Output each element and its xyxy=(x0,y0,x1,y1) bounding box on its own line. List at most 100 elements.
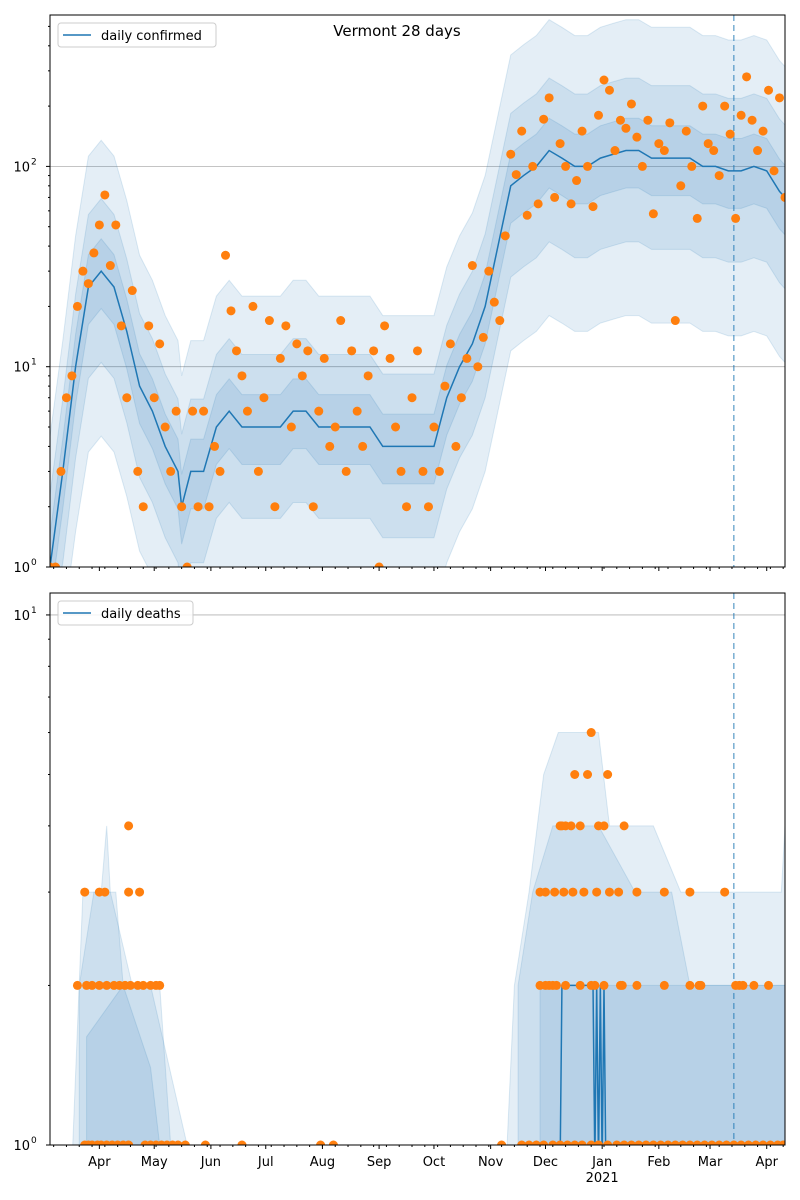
x-tick-label: May xyxy=(141,1155,168,1170)
data-point xyxy=(698,101,708,111)
data-point xyxy=(764,85,774,95)
data-point xyxy=(577,126,587,136)
data-point xyxy=(182,562,192,567)
y-tick-exponent: 1 xyxy=(31,606,37,616)
data-point xyxy=(237,371,247,381)
data-point xyxy=(215,466,225,476)
data-point xyxy=(561,980,571,990)
data-point xyxy=(604,85,614,95)
data-point xyxy=(586,1140,596,1145)
data-point xyxy=(325,441,335,451)
data-point xyxy=(599,821,609,831)
data-point xyxy=(707,1140,717,1145)
data-point xyxy=(177,502,187,512)
data-point xyxy=(396,466,406,476)
data-point xyxy=(478,332,488,342)
data-point xyxy=(643,115,653,125)
legend-box xyxy=(57,600,194,626)
series-line xyxy=(50,149,785,567)
x-tick-sublabel: 2021 xyxy=(586,1171,619,1186)
data-point xyxy=(407,393,417,403)
data-point xyxy=(281,321,291,331)
data-point xyxy=(592,887,602,897)
data-point xyxy=(764,980,774,990)
data-point xyxy=(548,1140,558,1145)
data-point xyxy=(297,371,307,381)
data-point xyxy=(583,770,593,780)
data-point xyxy=(570,1140,580,1145)
data-point xyxy=(687,161,697,171)
y-tick-exponent: 0 xyxy=(31,558,37,568)
data-point xyxy=(402,502,412,512)
legend: daily deaths xyxy=(57,600,194,626)
data-point xyxy=(347,346,357,356)
data-point xyxy=(173,1140,183,1145)
data-point xyxy=(221,250,231,260)
data-point xyxy=(725,129,735,139)
data-point xyxy=(749,980,759,990)
data-point xyxy=(124,821,134,831)
data-point xyxy=(155,339,165,349)
data-point xyxy=(517,126,527,136)
data-point xyxy=(568,887,578,897)
data-point xyxy=(369,346,379,356)
data-point xyxy=(577,1140,587,1145)
data-point xyxy=(617,980,627,990)
data-point xyxy=(188,406,198,416)
data-point xyxy=(703,139,713,149)
data-point xyxy=(484,266,494,276)
x-tick-label: Nov xyxy=(478,1155,504,1170)
data-point xyxy=(654,139,664,149)
data-point xyxy=(72,301,82,311)
data-point xyxy=(765,1140,775,1145)
y-tick-label: 10 xyxy=(13,361,30,376)
data-point xyxy=(462,353,472,363)
data-point xyxy=(614,887,624,897)
data-point xyxy=(467,261,477,271)
data-point xyxy=(619,1140,629,1145)
data-point xyxy=(133,466,143,476)
legend-label: daily confirmed xyxy=(101,29,202,44)
x-tick-label: Apr xyxy=(755,1155,778,1170)
data-point xyxy=(604,887,614,897)
data-point xyxy=(78,266,88,276)
data-point xyxy=(656,1140,666,1145)
data-point xyxy=(50,562,60,567)
data-point xyxy=(731,213,741,223)
data-point xyxy=(237,1140,247,1145)
data-point xyxy=(540,887,550,897)
data-point xyxy=(575,821,585,831)
legend-box xyxy=(57,22,217,48)
data-point xyxy=(550,887,560,897)
data-point xyxy=(171,406,181,416)
data-point xyxy=(720,101,730,111)
plot-area xyxy=(50,15,785,567)
data-point xyxy=(632,980,642,990)
legend-label: daily deaths xyxy=(101,607,181,622)
data-point xyxy=(743,1140,753,1145)
data-point xyxy=(594,1140,604,1145)
data-point xyxy=(612,1140,622,1145)
data-point xyxy=(138,502,148,512)
band-inner xyxy=(50,117,785,567)
data-point xyxy=(742,72,752,82)
data-point xyxy=(100,887,110,897)
data-point xyxy=(599,75,609,85)
data-point xyxy=(665,118,675,128)
data-point xyxy=(544,93,554,103)
band-outer xyxy=(50,19,785,567)
data-point xyxy=(440,381,450,391)
data-point xyxy=(678,1140,688,1145)
data-point xyxy=(94,980,104,990)
data-point xyxy=(517,1140,527,1145)
data-point xyxy=(352,406,362,416)
data-point xyxy=(736,110,746,120)
data-point xyxy=(700,1140,710,1145)
data-point xyxy=(555,139,565,149)
data-point xyxy=(511,170,521,180)
data-point xyxy=(72,980,82,990)
series-line xyxy=(559,984,607,1145)
data-point xyxy=(105,261,115,271)
